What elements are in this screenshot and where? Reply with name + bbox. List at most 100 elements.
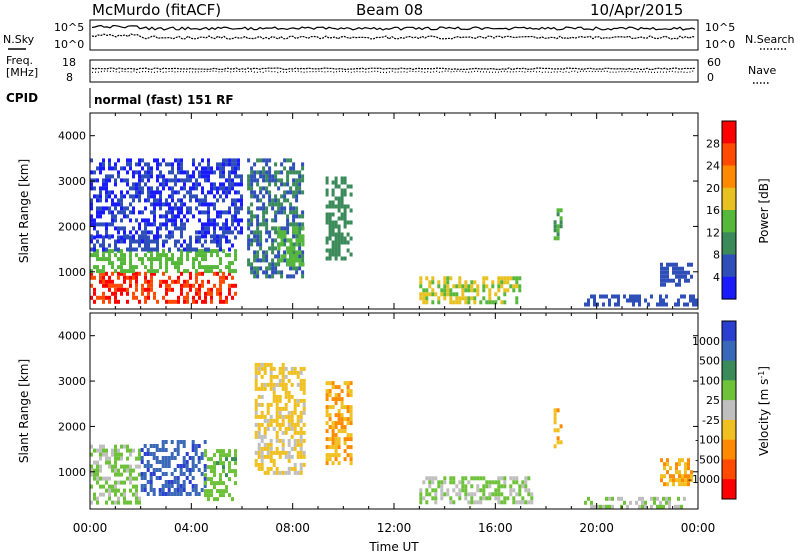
power-cell-r0 (177, 295, 180, 300)
power-cell-r1 (93, 265, 96, 270)
velocity-cell-r5 (530, 492, 534, 497)
power-cell-r7 (461, 284, 465, 289)
power-cell-r3 (147, 190, 150, 195)
power-cell-r9 (608, 298, 611, 303)
power-cell-r3 (141, 190, 144, 195)
power-cell-r0 (210, 299, 213, 304)
power-cell-r4 (250, 174, 254, 179)
velocity-cell-r3 (287, 458, 291, 463)
power-cell-r3 (138, 174, 141, 179)
power-cell-r7 (488, 300, 492, 305)
velocity-cell-r3 (284, 366, 288, 371)
power-cell-r0 (141, 287, 144, 292)
power-cell-r1 (147, 257, 150, 262)
power-cell-r2 (189, 239, 192, 244)
velocity-cell-r0 (105, 488, 108, 493)
power-cell-r6 (325, 216, 329, 221)
velocity-cell-r3 (275, 414, 279, 419)
velocity-cell-r5 (503, 496, 507, 501)
power-cell-r0 (225, 295, 228, 300)
power-cell-r4 (271, 246, 275, 251)
power-cell-r6 (340, 192, 344, 197)
power-cell-r6 (331, 220, 335, 225)
power-cell-r1 (156, 269, 159, 274)
power-cell-r1 (195, 257, 198, 262)
velocity-cell-r0 (96, 460, 99, 465)
velocity-cell-r4 (331, 453, 335, 458)
power-cell-r3 (168, 170, 171, 175)
power-cell-r3 (141, 166, 144, 171)
velocity-cell-r3 (257, 442, 261, 447)
velocity-cell-r3 (284, 470, 288, 475)
velocity-cell-r3 (269, 378, 273, 383)
power-cell-r3 (216, 234, 219, 239)
power-cell-r4 (283, 206, 287, 211)
velocity-cell-r0 (132, 484, 135, 489)
power-cell-r9 (656, 302, 659, 307)
velocity-colorbar-swatch-0 (722, 321, 736, 342)
power-cell-r3 (132, 186, 135, 191)
velocity-cell-r3 (299, 438, 303, 443)
power-cell-r4 (265, 266, 269, 271)
power-cell-r0 (168, 283, 171, 288)
power-cell-r0 (168, 299, 171, 304)
power-cell-r10 (660, 282, 663, 287)
power-cell-r0 (99, 279, 102, 284)
power-cell-r0 (231, 275, 234, 280)
velocity-cell-r3 (257, 394, 261, 399)
power-cell-r6 (325, 204, 329, 209)
power-cell-r0 (153, 291, 156, 296)
noise-tick-bottom: 10^0 (54, 38, 84, 51)
power-cell-r0 (120, 287, 123, 292)
velocity-cell-r2 (207, 497, 210, 502)
velocity-cell-r1 (164, 472, 168, 476)
power-cell-r3 (126, 178, 129, 183)
power-cell-r7 (503, 280, 507, 285)
power-cell-r0 (234, 283, 237, 288)
power-cell-r6 (346, 248, 350, 253)
power-cell-r1 (150, 253, 153, 258)
power-cell-r3 (180, 230, 183, 235)
power-cell-r3 (129, 166, 132, 171)
power-cell-r3 (225, 210, 228, 215)
velocity-cell-r3 (287, 466, 291, 471)
velocity-cell-r3 (263, 442, 267, 447)
power-cell-r4 (271, 258, 275, 263)
power-cell-r0 (213, 283, 216, 288)
velocity-cell-r3 (299, 378, 303, 383)
velocity-cell-r1 (152, 492, 156, 496)
power-cell-r9 (692, 294, 695, 299)
power-cell-r5 (277, 230, 281, 235)
velocity-cell-r4 (337, 385, 341, 390)
power-cell-r1 (102, 265, 105, 270)
power-cell-r0 (201, 271, 204, 276)
power-cell-r4 (247, 174, 251, 179)
power-cell-r3 (96, 166, 99, 171)
power-cell-r3 (177, 166, 180, 171)
velocity-cell-r7 (668, 504, 671, 509)
power-cell-r2 (210, 239, 213, 244)
power-cell-r3 (159, 214, 162, 219)
power-cell-r3 (126, 190, 129, 195)
velocity-cell-r3 (269, 442, 273, 447)
power-cell-r2 (114, 247, 117, 252)
power-cell-r7 (452, 292, 456, 297)
power-cell-r4 (256, 230, 260, 235)
power-cell-r9 (599, 294, 602, 299)
velocity-cell-r0 (105, 456, 108, 461)
velocity-cell-r3 (302, 438, 306, 443)
power-cell-r3 (180, 234, 183, 239)
power-cell-r7 (482, 296, 486, 301)
power-cell-r6 (325, 180, 329, 185)
power-colorbar-swatch-3 (722, 187, 736, 211)
power-cell-r3 (105, 178, 108, 183)
velocity-cell-r3 (281, 418, 285, 423)
power-cell-r4 (301, 254, 305, 259)
velocity-cell-r6 (553, 428, 557, 433)
velocity-cell-r0 (114, 468, 117, 473)
velocity-cell-r3 (254, 450, 258, 455)
power-cell-r7 (419, 280, 423, 285)
power-cell-r3 (129, 210, 132, 215)
velocity-cell-r8 (675, 470, 678, 475)
power-cell-r3 (138, 226, 141, 231)
